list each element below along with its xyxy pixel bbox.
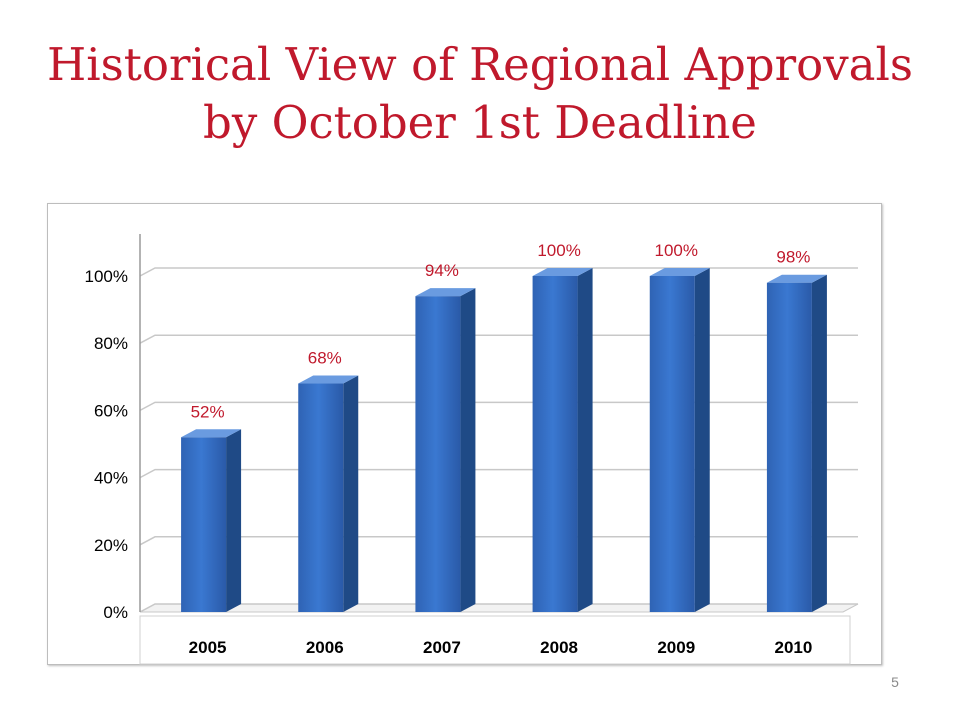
data-label: 68% — [308, 349, 342, 368]
data-label: 98% — [776, 248, 810, 267]
bar-top — [415, 288, 476, 297]
bar — [298, 383, 344, 612]
x-category-label: 2007 — [423, 638, 461, 657]
bar-side — [577, 268, 593, 612]
slide-title: Historical View of Regional Approvals by… — [0, 36, 960, 152]
x-category-label: 2010 — [775, 638, 813, 657]
data-label: 100% — [537, 241, 580, 260]
bar — [181, 437, 227, 612]
bar — [415, 296, 461, 612]
bar-side — [811, 274, 827, 612]
bar-top — [649, 268, 710, 276]
gridline — [139, 603, 858, 613]
gridline — [139, 401, 858, 412]
slide-number: 5 — [891, 674, 899, 690]
slide-title-line-2: by October 1st Deadline — [203, 96, 757, 149]
chart-frame: 0% 20% 40% 60% 80% 100% 52% 2005 68% 2006 94% 2007 1… — [47, 203, 882, 665]
bar — [649, 276, 695, 612]
gridline — [139, 334, 858, 344]
bar-top — [532, 268, 593, 276]
gridline — [139, 468, 858, 479]
y-tick-label: 0% — [103, 603, 128, 622]
bar-side — [694, 268, 710, 612]
bar-top — [766, 274, 827, 283]
bar — [532, 276, 578, 612]
y-tick-label: 80% — [94, 334, 128, 353]
y-tick-label: 100% — [85, 267, 128, 286]
bar-side — [226, 429, 242, 612]
bar-side — [460, 288, 476, 612]
data-label: 94% — [425, 261, 459, 280]
chart-floor — [139, 603, 859, 613]
bar-top — [298, 375, 359, 384]
bar — [766, 282, 812, 612]
y-tick-label: 40% — [94, 469, 128, 488]
data-label: 100% — [655, 241, 698, 260]
y-tick-label: 20% — [94, 536, 128, 555]
data-label: 52% — [191, 402, 225, 421]
bar-side — [343, 375, 359, 612]
y-tick-label: 60% — [94, 401, 128, 420]
gridline — [139, 267, 858, 277]
slide-title-line-1: Historical View of Regional Approvals — [47, 38, 913, 91]
gridline — [139, 536, 858, 546]
x-category-label: 2006 — [306, 638, 344, 657]
x-category-label: 2008 — [540, 638, 578, 657]
x-category-label: 2005 — [189, 638, 227, 657]
x-axis-box — [139, 615, 851, 665]
bar-chart: 0% 20% 40% 60% 80% 100% 52% 2005 68% 2006 94% 2007 1… — [85, 234, 859, 665]
x-category-label: 2009 — [657, 638, 695, 657]
bar-top — [181, 429, 242, 438]
